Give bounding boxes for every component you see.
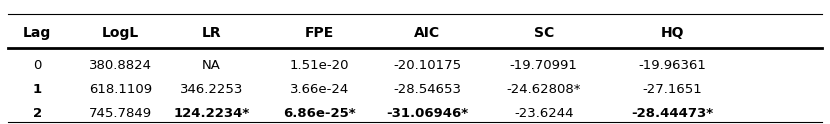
Text: 124.2234*: 124.2234* bbox=[173, 107, 250, 120]
Text: 380.8824: 380.8824 bbox=[89, 59, 152, 72]
Text: 1.51e-20: 1.51e-20 bbox=[290, 59, 349, 72]
Text: NA: NA bbox=[203, 59, 221, 72]
Text: LR: LR bbox=[202, 27, 222, 40]
Text: -23.6244: -23.6244 bbox=[514, 107, 574, 120]
Text: 2: 2 bbox=[33, 107, 42, 120]
Text: -28.54653: -28.54653 bbox=[393, 83, 461, 96]
Text: -20.10175: -20.10175 bbox=[393, 59, 461, 72]
Text: 745.7849: 745.7849 bbox=[89, 107, 152, 120]
Text: SC: SC bbox=[534, 27, 554, 40]
Text: HQ: HQ bbox=[661, 27, 684, 40]
Text: 6.86e-25*: 6.86e-25* bbox=[283, 107, 356, 120]
Text: Lag: Lag bbox=[23, 27, 51, 40]
Text: 618.1109: 618.1109 bbox=[89, 83, 152, 96]
Text: -31.06946*: -31.06946* bbox=[387, 107, 468, 120]
Text: -24.62808*: -24.62808* bbox=[506, 83, 581, 96]
Text: AIC: AIC bbox=[414, 27, 441, 40]
Text: 1: 1 bbox=[33, 83, 42, 96]
Text: 0: 0 bbox=[33, 59, 42, 72]
Text: -28.44473*: -28.44473* bbox=[632, 107, 713, 120]
Text: -19.70991: -19.70991 bbox=[510, 59, 578, 72]
Text: -27.1651: -27.1651 bbox=[642, 83, 702, 96]
Text: LogL: LogL bbox=[102, 27, 139, 40]
Text: -19.96361: -19.96361 bbox=[638, 59, 706, 72]
Text: 3.66e-24: 3.66e-24 bbox=[290, 83, 349, 96]
Text: 346.2253: 346.2253 bbox=[180, 83, 243, 96]
Text: FPE: FPE bbox=[305, 27, 334, 40]
